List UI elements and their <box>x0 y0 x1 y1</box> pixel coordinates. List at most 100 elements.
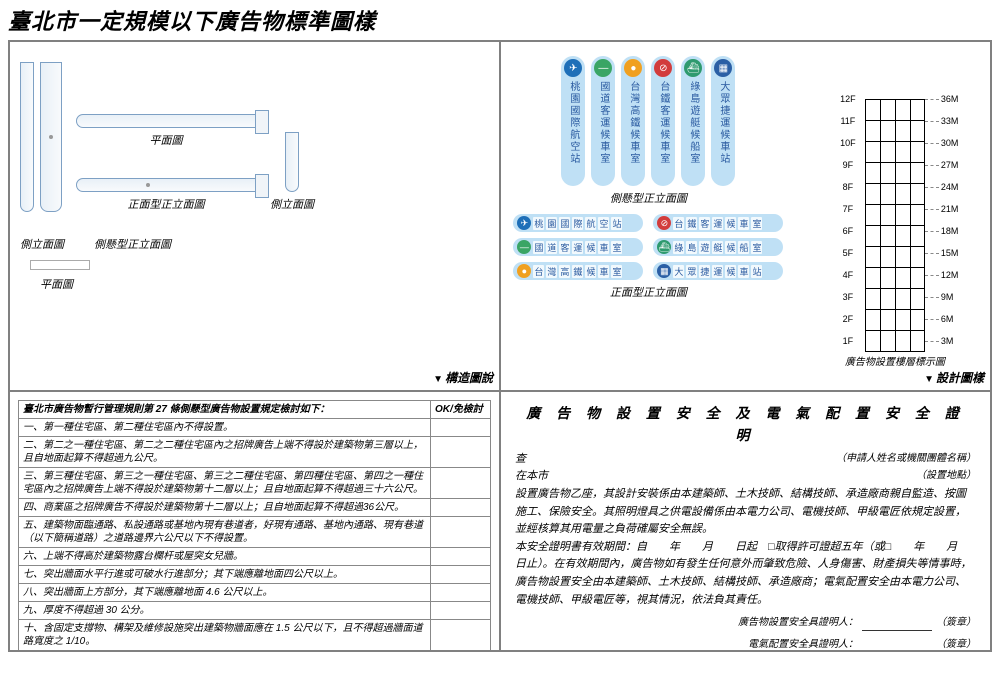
strip-group: ✈桃園國際航空站⊘台鐵客運候車室—國道客運候車室⛴綠島遊艇候船室●台灣高鐵候車室… <box>509 214 788 280</box>
vertical-sign-pill: ⛴ 綠島遊艇候船室 <box>681 56 705 186</box>
rule-check-cell[interactable] <box>431 651 491 652</box>
vertical-sign-pill: —國道客運候車室 <box>591 56 615 186</box>
pill-row: ✈桃園國際航空站—國道客運候車室 ● 台灣高鐵候車室 ⊘ 台鐵客運候車室 ⛴ 綠島遊艇候船室… <box>509 56 788 186</box>
rule-row: 六、上端不得高於建築物露台欄杆或屋突女兒牆。 <box>19 548 491 566</box>
vertical-sign-pill: ✈桃園國際航空站 <box>561 56 585 186</box>
strip-icon: ⊘ <box>657 216 671 230</box>
layout-grid: 平面圖 正面型正立面圖 側立面圖 側立面圖 側懸型正立面圖 平面圖 構造 <box>8 40 992 652</box>
height-label: 3M <box>925 330 959 352</box>
rule-text: 九、厚度不得超過 30 公分。 <box>19 602 431 620</box>
height-label: 21M <box>925 198 959 220</box>
cert-title: 廣 告 物 設 置 安 全 及 電 氣 配 置 安 全 證 明 <box>515 402 976 447</box>
stamp1: （簽章） <box>936 617 976 628</box>
building-floor <box>865 267 925 289</box>
floor-label: 2F <box>831 308 865 330</box>
pill-icon: ⊘ <box>654 59 672 77</box>
height-label: 27M <box>925 154 959 176</box>
rule-check-cell[interactable] <box>431 517 491 548</box>
corner-label-structural: 構造圖說 <box>433 369 493 386</box>
building-body <box>865 88 925 352</box>
rule-text: 五、建築物面臨通路、私設通路或基地內現有巷道者，好現有通路、基地內通路、現有巷道… <box>19 517 431 548</box>
rule-text: 十一、板單等牆上不得設置。 <box>19 651 431 652</box>
rule-text: 八、突出牆面上方部分，其下端應離地面 4.6 公尺以上。 <box>19 584 431 602</box>
rule-text: 四、商業區之招牌廣告不得設於建築物第十二層以上；且自地面起算不得超過36公尺。 <box>19 499 431 517</box>
strip-text: 綠島遊艇候船室 <box>673 241 762 254</box>
rule-check-cell[interactable] <box>431 620 491 651</box>
strip-text: 桃園國際航空站 <box>533 217 622 230</box>
floor-label: 10F <box>831 132 865 154</box>
pill-text: 台灣高鐵候車室 <box>626 81 641 165</box>
rule-text: 三、第三種住宅區、第三之一種住宅區、第三之二種住宅區、第四種住宅區、第四之一種住… <box>19 468 431 499</box>
caption-plan2: 平面圖 <box>40 276 73 292</box>
stamp2: （簽章） <box>936 639 976 650</box>
strip-icon: — <box>517 240 531 254</box>
rule-check-cell[interactable] <box>431 584 491 602</box>
rule-row: 五、建築物面臨通路、私設通路或基地內現有巷道者，好現有通路、基地內通路、現有巷道… <box>19 517 491 548</box>
building-diagram: 1F2F3F4F5F6F7F8F9F10F11F12F 3M6M9M12M15M… <box>831 88 959 366</box>
height-labels: 3M6M9M12M15M18M21M24M27M30M33M36M <box>925 88 959 352</box>
pill-icon: ⛴ <box>684 59 702 77</box>
vertical-sign-front <box>40 62 62 212</box>
horizontal-sign-strip: ⊘台鐵客運候車室 <box>653 214 783 232</box>
rule-row: 十、含固定支撐物、構架及維修設施突出建築物牆面應在 1.5 公尺以下，且不得超過… <box>19 620 491 651</box>
floor-label: 5F <box>831 242 865 264</box>
height-label: 18M <box>925 220 959 242</box>
small-plan-view <box>30 260 90 270</box>
rule-text: 二、第二之一種住宅區、第二之二種住宅區內之招牌廣告上端不得設於建築物第三層以上，… <box>19 437 431 468</box>
caption-front-elev: 正面型正立面圖 <box>76 196 256 212</box>
floor-label: 7F <box>831 198 865 220</box>
applicant-label: （申請人姓名或機關團體名稱） <box>836 451 976 467</box>
rule-check-cell[interactable] <box>431 499 491 517</box>
height-label: 33M <box>925 110 959 132</box>
rule-check-cell[interactable] <box>431 602 491 620</box>
height-label: 12M <box>925 264 959 286</box>
horizontal-sign-strip: ▦大眾捷運候車站 <box>653 262 783 280</box>
quadrant-rules: 臺北市廣告物暫行管理規則第 27 條側懸型廣告物設置規定檢討如下： OK/免檢討… <box>9 391 500 651</box>
rule-check-cell[interactable] <box>431 566 491 584</box>
horizontal-sign-strip: ⛴綠島遊艇候船室 <box>653 238 783 256</box>
horizontal-sign-group: 平面圖 正面型正立面圖 <box>76 114 256 212</box>
vertical-sign-pill: ⊘ 台鐵客運候車室 <box>651 56 675 186</box>
rule-text: 六、上端不得高於建築物露台欄杆或屋突女兒牆。 <box>19 548 431 566</box>
vertical-sign-pill: ▦大眾捷運候車站 <box>711 56 735 186</box>
caption-strip: 正面型正立面圖 <box>509 284 788 300</box>
floor-label: 8F <box>831 176 865 198</box>
building-floor <box>865 141 925 163</box>
rule-text: 一、第一種住宅區、第二種住宅區內不得設置。 <box>19 419 431 437</box>
building-floor <box>865 162 925 184</box>
strip-icon: ● <box>517 264 531 278</box>
rules-header: 臺北市廣告物暫行管理規則第 27 條側懸型廣告物設置規定檢討如下： <box>19 401 431 419</box>
vertical-sign-pill: ● 台灣高鐵候車室 <box>621 56 645 186</box>
floor-label: 3F <box>831 286 865 308</box>
floor-labels: 1F2F3F4F5F6F7F8F9F10F11F12F <box>831 88 865 352</box>
rule-row: 八、突出牆面上方部分，其下端應離地面 4.6 公尺以上。 <box>19 584 491 602</box>
check-header: OK/免檢討 <box>431 401 491 419</box>
building-floor <box>865 288 925 310</box>
rule-check-cell[interactable] <box>431 437 491 468</box>
building-floor <box>865 204 925 226</box>
horizontal-sign-elev <box>76 178 256 192</box>
rule-check-cell[interactable] <box>431 468 491 499</box>
strip-text: 台鐵客運候車室 <box>673 217 762 230</box>
rule-check-cell[interactable] <box>431 419 491 437</box>
pill-icon: ● <box>624 59 642 77</box>
building-floor <box>865 120 925 142</box>
height-label: 6M <box>925 308 959 330</box>
rule-row: 七、突出牆面水平行進或可破水行進部分；其下端應離地面四公尺以上。 <box>19 566 491 584</box>
rule-row: 三、第三種住宅區、第三之一種住宅區、第三之二種住宅區、第四種住宅區、第四之一種住… <box>19 468 491 499</box>
height-label: 15M <box>925 242 959 264</box>
pill-text: 大眾捷運候車站 <box>716 81 731 165</box>
strip-text: 台灣高鐵候車室 <box>533 265 622 278</box>
cert-body2: 本安全證明書有效期間：自 年 月 日起 □取得許可證超五年（或□ 年 月 日止）… <box>515 539 976 609</box>
rule-row: 二、第二之一種住宅區、第二之二種住宅區內之招牌廣告上端不得設於建築物第三層以上，… <box>19 437 491 468</box>
quadrant-design: ✈桃園國際航空站—國道客運候車室●台灣高鐵候車室⊘台鐵客運候車室⛴綠島遊艇候船室… <box>500 41 991 391</box>
horizontal-sign-strip: ✈桃園國際航空站 <box>513 214 643 232</box>
rule-check-cell[interactable] <box>431 548 491 566</box>
rule-row: 十一、板單等牆上不得設置。 <box>19 651 491 652</box>
rules-table: 臺北市廣告物暫行管理規則第 27 條側懸型廣告物設置規定檢討如下： OK/免檢討… <box>18 400 491 651</box>
pill-text: 台鐵客運候車室 <box>656 81 671 165</box>
building-floor <box>865 246 925 268</box>
pill-text: 綠島遊艇候船室 <box>686 81 701 165</box>
quadrant-certificate: 廣 告 物 設 置 安 全 及 電 氣 配 置 安 全 證 明 查 （申請人姓名… <box>500 391 991 651</box>
pill-text: 桃園國際航空站 <box>566 81 581 165</box>
